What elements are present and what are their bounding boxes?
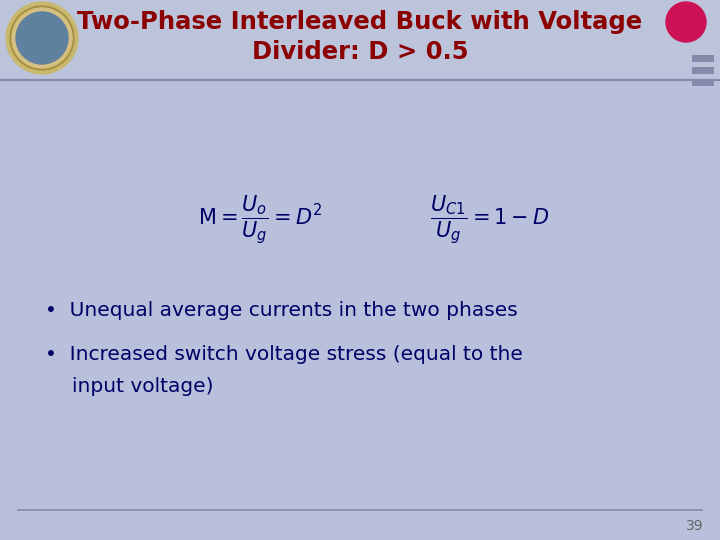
Bar (692, 67, 714, 74)
Bar (692, 55, 714, 62)
Bar (692, 79, 714, 86)
Text: $\mathdefault{M} = \dfrac{U_o}{U_g} = D^2$: $\mathdefault{M} = \dfrac{U_o}{U_g} = D^… (198, 193, 323, 246)
Text: input voltage): input voltage) (72, 377, 214, 396)
Circle shape (6, 2, 78, 74)
Text: •  Increased switch voltage stress (equal to the: • Increased switch voltage stress (equal… (45, 346, 523, 365)
Circle shape (12, 8, 72, 68)
Text: Two-Phase Interleaved Buck with Voltage: Two-Phase Interleaved Buck with Voltage (78, 10, 642, 34)
Circle shape (16, 12, 68, 64)
Circle shape (666, 2, 706, 42)
Text: •  Unequal average currents in the two phases: • Unequal average currents in the two ph… (45, 300, 518, 320)
Text: $\dfrac{U_{C1}}{U_g} = 1 - D$: $\dfrac{U_{C1}}{U_g} = 1 - D$ (431, 193, 550, 246)
Bar (0, 0, 720, 78)
Text: 39: 39 (686, 519, 704, 533)
Text: Divider: D > 0.5: Divider: D > 0.5 (252, 40, 468, 64)
Circle shape (10, 6, 74, 70)
